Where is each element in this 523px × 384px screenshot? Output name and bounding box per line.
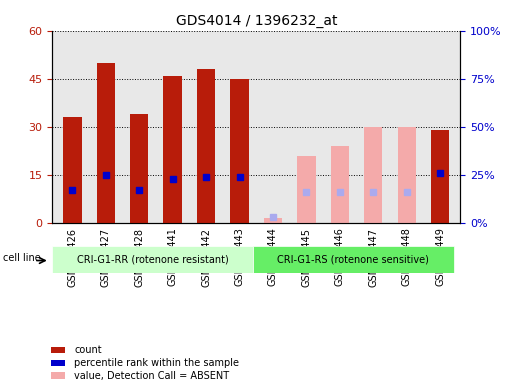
- Bar: [253, 246, 453, 273]
- Text: CRI-G1-RS (rotenone sensitive): CRI-G1-RS (rotenone sensitive): [277, 254, 429, 264]
- Text: value, Detection Call = ABSENT: value, Detection Call = ABSENT: [74, 371, 229, 381]
- Bar: [431, 130, 449, 223]
- Bar: [52, 246, 253, 273]
- Text: count: count: [74, 345, 101, 355]
- Text: cell line: cell line: [3, 253, 40, 263]
- Bar: [264, 218, 282, 223]
- Bar: [51, 347, 65, 353]
- Bar: [397, 127, 416, 223]
- Text: percentile rank within the sample: percentile rank within the sample: [74, 358, 239, 368]
- Title: GDS4014 / 1396232_at: GDS4014 / 1396232_at: [176, 14, 337, 28]
- Bar: [130, 114, 149, 223]
- Bar: [164, 76, 182, 223]
- Bar: [230, 79, 249, 223]
- Bar: [97, 63, 115, 223]
- Bar: [63, 117, 82, 223]
- Bar: [297, 156, 315, 223]
- Text: CRI-G1-RR (rotenone resistant): CRI-G1-RR (rotenone resistant): [77, 254, 229, 264]
- Bar: [51, 359, 65, 366]
- Bar: [331, 146, 349, 223]
- Bar: [364, 127, 382, 223]
- Bar: [51, 372, 65, 379]
- Bar: [197, 69, 215, 223]
